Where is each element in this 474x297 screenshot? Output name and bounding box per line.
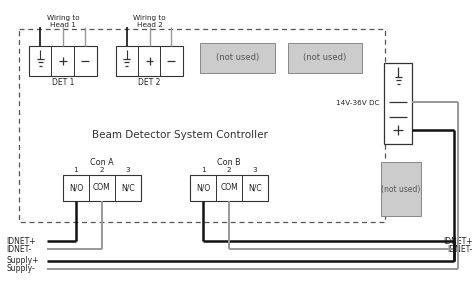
Text: Beam Detector System Controller: Beam Detector System Controller bbox=[92, 130, 268, 140]
Text: Wiring to
Head 1: Wiring to Head 1 bbox=[47, 15, 79, 28]
Text: N/O: N/O bbox=[196, 183, 210, 192]
Bar bbox=[190, 175, 268, 200]
Text: Con A: Con A bbox=[90, 158, 114, 168]
Text: IDNET+: IDNET+ bbox=[6, 237, 36, 246]
Text: IDNET+: IDNET+ bbox=[443, 237, 473, 246]
Text: Wiring to
Head 2: Wiring to Head 2 bbox=[133, 15, 166, 28]
Bar bbox=[29, 46, 97, 76]
Bar bbox=[19, 29, 385, 222]
Text: IDNET-: IDNET- bbox=[6, 244, 32, 254]
Text: 3: 3 bbox=[125, 167, 130, 173]
Text: (not used): (not used) bbox=[382, 185, 421, 194]
Text: DET 2: DET 2 bbox=[138, 78, 161, 87]
Text: N/C: N/C bbox=[248, 183, 262, 192]
Text: Supply+: Supply+ bbox=[6, 256, 39, 266]
Bar bbox=[384, 63, 412, 144]
Bar bbox=[116, 46, 183, 76]
Text: 3: 3 bbox=[253, 167, 257, 173]
Text: DET 1: DET 1 bbox=[52, 78, 74, 87]
Text: IDNET-: IDNET- bbox=[447, 244, 473, 254]
Text: N/O: N/O bbox=[69, 183, 83, 192]
Text: (not used): (not used) bbox=[216, 53, 259, 62]
Text: COM: COM bbox=[93, 183, 110, 192]
Text: COM: COM bbox=[220, 183, 238, 192]
Text: 1: 1 bbox=[73, 167, 78, 173]
Text: Con B: Con B bbox=[217, 158, 241, 168]
Text: 2: 2 bbox=[227, 167, 231, 173]
Bar bbox=[381, 162, 421, 216]
Text: N/C: N/C bbox=[121, 183, 135, 192]
Bar bbox=[200, 43, 275, 73]
Text: 14V-36V DC: 14V-36V DC bbox=[336, 100, 379, 106]
Bar bbox=[63, 175, 141, 200]
Bar bbox=[288, 43, 362, 73]
Text: 1: 1 bbox=[201, 167, 206, 173]
Text: Supply-: Supply- bbox=[6, 264, 35, 273]
Text: 2: 2 bbox=[100, 167, 104, 173]
Text: (not used): (not used) bbox=[303, 53, 346, 62]
